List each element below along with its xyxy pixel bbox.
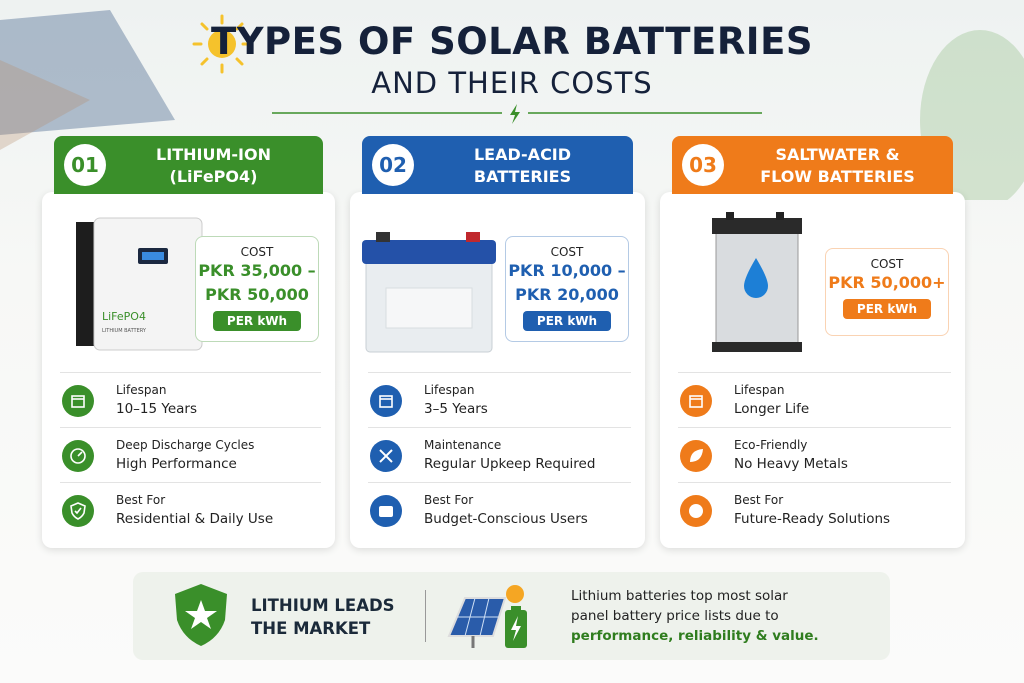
feature-icon [370, 385, 402, 417]
image-area: LiFePO4 LITHIUM BATTERY [68, 208, 208, 362]
product-sublabel: LITHIUM BATTERY [102, 328, 147, 334]
feature-row: Eco-Friendly No Heavy Metals [678, 427, 951, 483]
card-number: 03 [682, 144, 724, 186]
feature-label: Lifespan [734, 383, 785, 397]
feature-row: Maintenance Regular Upkeep Required [368, 427, 631, 483]
cost-label: COST [550, 245, 584, 259]
unit-pill: PER kWh [522, 311, 612, 331]
footer-highlight: performance, reliability & value. [571, 628, 819, 644]
feature-row: Deep Discharge Cycles High Performance [60, 427, 321, 483]
feature-label: Deep Discharge Cycles [116, 438, 255, 452]
cost-box: COST PKR 50,000+ PER kWh [825, 248, 949, 336]
title-line: (LiFePO4) [169, 167, 258, 186]
feature-value: Future-Ready Solutions [734, 511, 891, 527]
headline-line: LITHIUM LEADS [251, 596, 395, 615]
feature-row: Best For Residential & Daily Use [60, 482, 321, 538]
feature-value: Regular Upkeep Required [424, 456, 596, 472]
subtitle: AND THEIR COSTS [371, 66, 653, 100]
feature-icon [62, 385, 94, 417]
cost-box: COST PKR 10,000 – PKR 20,000 PER kWh [505, 236, 629, 342]
background-art [0, 10, 1024, 200]
title-line: BATTERIES [473, 167, 572, 186]
feature-row: Best For Budget-Conscious Users [368, 482, 631, 538]
feature-label: Best For [424, 493, 474, 507]
product-label: LiFePO4 [102, 310, 146, 323]
unit-pill: PER kWh [842, 299, 932, 319]
feature-label: Eco-Friendly [734, 438, 808, 452]
price: PKR 10,000 – [508, 261, 626, 280]
cost-label: COST [240, 245, 274, 259]
shield-icon [175, 584, 227, 646]
footer-text: Lithium batteries top most solar panel b… [571, 586, 821, 646]
battery-image [712, 212, 802, 352]
card-number: 02 [372, 144, 414, 186]
feature-value: 10–15 Years [116, 401, 198, 417]
feature-row: Lifespan Longer Life [678, 372, 951, 428]
card-header: 03 SALTWATER & FLOW BATTERIES [672, 136, 953, 194]
card-title: LITHIUM-ION (LiFePO4) [104, 144, 323, 188]
solar-icon [447, 585, 527, 648]
headline-line: THE MARKET [251, 619, 371, 638]
feature-value: Residential & Daily Use [116, 511, 274, 527]
feature-icon [370, 440, 402, 472]
card-header: 01 LITHIUM-ION (LiFePO4) [54, 136, 323, 194]
footer-body: Lithium batteries top most solar panel b… [571, 588, 788, 624]
cost-box: COST PKR 35,000 – PKR 50,000 PER kWh [195, 236, 319, 342]
card-header: 02 LEAD-ACID BATTERIES [362, 136, 633, 194]
feature-label: Maintenance [424, 438, 502, 452]
feature-value: High Performance [116, 456, 237, 472]
feature-icon [680, 385, 712, 417]
title-line: LEAD-ACID [473, 145, 572, 164]
feature-label: Lifespan [424, 383, 475, 397]
feature-value: Budget-Conscious Users [424, 511, 588, 527]
feature-icon [62, 495, 94, 527]
feature-row: Lifespan 10–15 Years [60, 372, 321, 428]
feature-icon [680, 440, 712, 472]
battery-image: LiFePO4 LITHIUM BATTERY [76, 217, 203, 351]
feature-value: No Heavy Metals [734, 456, 848, 472]
unit-pill: PER kWh [212, 311, 302, 331]
title: TYPES OF SOLAR BATTERIES [211, 20, 813, 63]
feature-label: Lifespan [116, 383, 167, 397]
feature-row: Lifespan 3–5 Years [368, 372, 631, 428]
title-line: LITHIUM-ION [156, 145, 271, 164]
title-line: FLOW BATTERIES [760, 167, 915, 186]
price: PKR 20,000 [515, 285, 619, 304]
title-line: SALTWATER & [775, 145, 900, 164]
feature-icon [62, 440, 94, 472]
battery-card: 01 LITHIUM-ION (LiFePO4) LiFePO4 LITHIUM B… [42, 136, 335, 548]
cost-label: COST [870, 257, 904, 271]
card-number: 01 [64, 144, 106, 186]
image-area [686, 208, 826, 362]
footer: LITHIUM LEADS THE MARKET Lithium batterie… [133, 572, 890, 660]
image-area [356, 208, 506, 362]
feature-icon [680, 495, 712, 527]
feature-label: Best For [116, 493, 166, 507]
card-title: SALTWATER & FLOW BATTERIES [722, 144, 953, 188]
battery-card: 02 LEAD-ACID BATTERIES COST PKR 10,000 – P… [350, 136, 645, 548]
battery-card: 03 SALTWATER & FLOW BATTERIES COST PKR 50… [660, 136, 965, 548]
price: PKR 50,000 [205, 285, 309, 304]
divider [425, 590, 426, 642]
card-title: LEAD-ACID BATTERIES [412, 144, 633, 188]
footer-headline: LITHIUM LEADS THE MARKET [251, 594, 395, 640]
feature-row: Best For Future-Ready Solutions [678, 482, 951, 538]
feature-value: 3–5 Years [424, 401, 488, 417]
feature-label: Best For [734, 493, 784, 507]
price: PKR 35,000 – [198, 261, 316, 280]
feature-icon [370, 495, 402, 527]
feature-value: Longer Life [734, 401, 810, 417]
battery-image [362, 232, 496, 353]
price: PKR 50,000+ [828, 273, 946, 292]
